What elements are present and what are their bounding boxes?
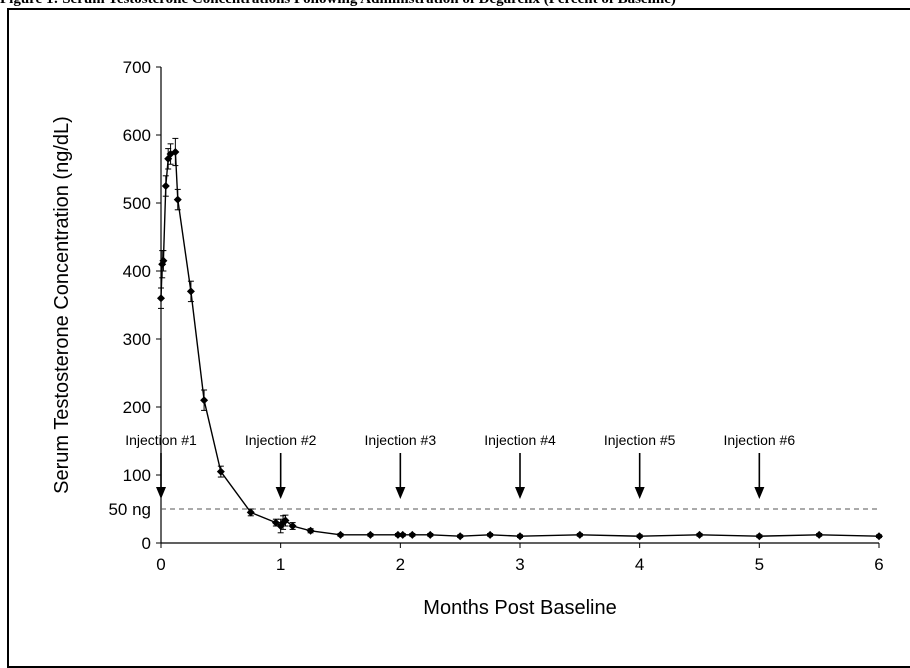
data-point — [398, 530, 407, 539]
figure-frame — [7, 8, 910, 668]
figure-caption: Figure 1: Serum Testosterone Concentrati… — [0, 0, 910, 8]
x-tick-label: 5 — [755, 555, 764, 574]
x-tick-label: 1 — [276, 555, 285, 574]
injection-annotations: Injection #1 Injection #2 Injection #3 Inje… — [125, 432, 795, 499]
data-point — [159, 256, 168, 265]
injection-arrow-head — [754, 487, 765, 499]
injection-arrow-head — [634, 487, 645, 499]
injection-label: Injection #6 — [724, 432, 796, 448]
reference-line-group: 50 ng — [108, 500, 879, 519]
data-point — [281, 516, 290, 525]
injection-label: Injection #4 — [484, 432, 556, 448]
data-point — [246, 508, 255, 517]
data-point — [157, 294, 165, 303]
data-point — [575, 530, 584, 539]
data-point — [755, 532, 764, 541]
x-tick-label: 3 — [515, 555, 524, 574]
x-tick-label: 0 — [156, 555, 165, 574]
injection-arrow-head — [515, 487, 525, 499]
injection-arrow-head — [395, 487, 406, 499]
y-tick-label: 100 — [123, 466, 151, 485]
data-point — [695, 530, 704, 539]
y-tick-label: 400 — [123, 262, 151, 281]
series-group — [157, 137, 883, 541]
data-point — [200, 396, 209, 405]
data-point — [336, 530, 345, 539]
y-tick-label: 600 — [123, 126, 151, 145]
data-point — [426, 530, 435, 539]
x-tick-label: 6 — [874, 555, 883, 574]
y-tick-label: 300 — [123, 330, 151, 349]
y-axis-label: Serum Testosterone Concentration (ng/dL) — [51, 116, 73, 494]
axes: 0 100 200 300 400 500 600 700 0 1 2 3 4 5 6 — [123, 58, 884, 574]
injection-label: Injection #5 — [604, 432, 676, 448]
data-point — [288, 522, 297, 530]
data-point — [815, 530, 824, 539]
data-point — [393, 530, 402, 539]
y-tick-label: 0 — [142, 534, 151, 553]
data-point — [516, 532, 524, 541]
data-point — [306, 526, 315, 535]
data-point — [171, 148, 180, 156]
data-point — [216, 467, 225, 476]
y-tick-label: 700 — [123, 58, 151, 77]
data-point — [486, 530, 495, 539]
data-point — [173, 195, 182, 204]
data-point — [161, 182, 170, 190]
axis-labels: Months Post Baseline Serum Testosterone C… — [51, 116, 617, 619]
data-point — [875, 532, 883, 541]
y-tick-label: 500 — [123, 194, 151, 213]
testosterone-chart: 0 100 200 300 400 500 600 700 0 1 2 3 4 5 6 50 ng Inje… — [51, 58, 884, 619]
data-point — [186, 287, 195, 296]
injection-label: Injection #3 — [365, 432, 437, 448]
x-tick-label: 4 — [635, 555, 644, 574]
injection-arrow-head — [275, 487, 286, 499]
x-axis-label: Months Post Baseline — [423, 597, 616, 619]
data-point — [635, 532, 644, 541]
data-point — [456, 532, 465, 541]
injection-label: Injection #2 — [245, 432, 317, 448]
reference-line-label: 50 ng — [108, 500, 151, 519]
data-point — [271, 518, 280, 527]
injection-arrow-head — [156, 487, 166, 499]
y-tick-label: 200 — [123, 398, 151, 417]
data-point — [408, 530, 417, 539]
data-point — [366, 530, 375, 539]
injection-label: Injection #1 — [125, 432, 197, 448]
x-tick-label: 2 — [396, 555, 405, 574]
